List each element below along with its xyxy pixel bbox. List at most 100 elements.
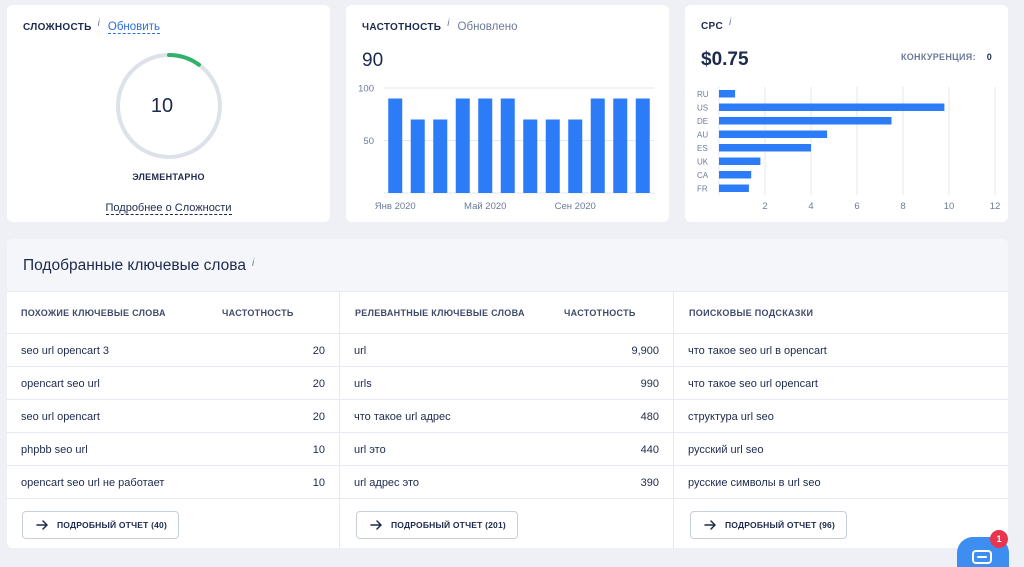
country-bar	[719, 90, 736, 98]
suggestions-header: ПОИСКОВЫЕ ПОДСКАЗКИ	[674, 292, 1008, 334]
table-row[interactable]: opencart seo url не работает 10	[7, 466, 339, 499]
table-row[interactable]: что такое seo url в opencart	[674, 334, 1008, 367]
gauge-arc	[167, 53, 201, 67]
keyword[interactable]: русские символы в url seo	[688, 477, 821, 489]
volume-bar	[455, 98, 470, 193]
table-row[interactable]: url адрес это 390	[340, 466, 673, 499]
volume-bar	[500, 98, 515, 193]
arrow-right-icon	[704, 520, 716, 530]
difficulty-info-icon[interactable]: i	[97, 18, 100, 29]
country-label: AU	[697, 130, 708, 139]
keywords-title-text: Подобранные ключевые слова	[23, 257, 246, 274]
country-label: DE	[697, 117, 708, 126]
keyword-volume: 9,900	[631, 345, 659, 357]
volume-chart: 100 50 Янв 2020 Май 2020 Сен 2020	[358, 84, 654, 212]
keyword[interactable]: seo url opencart 3	[21, 345, 110, 357]
table-row[interactable]: русский url seo	[674, 433, 1008, 466]
keyword[interactable]: seo url opencart	[21, 411, 100, 423]
difficulty-level-label: ЭЛЕМЕНТАРНО	[132, 172, 205, 182]
volume-header: ЧАСТОТНОСТЬ i Обновлено	[362, 18, 518, 33]
similar-keywords-column: ПОХОЖИЕ КЛЮЧЕВЫЕ СЛОВА ЧАСТОТНОСТЬ seo u…	[7, 292, 340, 548]
volume-bar	[523, 119, 538, 193]
keyword[interactable]: urls	[354, 378, 372, 390]
volume-status: Обновлено	[457, 21, 518, 33]
keywords-section: Подобранные ключевые слова i ПОХОЖИЕ КЛЮЧ…	[7, 239, 1008, 548]
related-keywords-heading: РЕЛЕВАНТНЫЕ КЛЮЧЕВЫЕ СЛОВА	[355, 308, 525, 318]
related-keywords-header: РЕЛЕВАНТНЫЕ КЛЮЧЕВЫЕ СЛОВА ЧАСТОТНОСТЬ	[340, 292, 673, 334]
keyword[interactable]: url	[354, 345, 367, 357]
similar-report-button[interactable]: ПОДРОБНЫЙ ОТЧЕТ (40)	[22, 511, 179, 539]
keyword[interactable]: что такое seo url в opencart	[688, 345, 827, 357]
keyword[interactable]: что такое seo url opencart	[688, 378, 818, 390]
cpc-card: 2 4 6 8 10 12 RU US DE AU ES UK CA FR CPC i $0.75 КОН…	[685, 5, 1008, 222]
volume-bar	[545, 119, 560, 193]
x-tick-label: Май 2020	[464, 201, 506, 212]
volume-bar	[590, 98, 605, 193]
difficulty-card: СЛОЖНОСТЬ i Обновить 10 ЭЛЕМЕНТАРНО Подр…	[7, 5, 330, 222]
keywords-info-icon[interactable]: i	[251, 258, 255, 269]
competition-value: 0	[986, 52, 992, 62]
table-row[interactable]: seo url opencart 3 20	[7, 334, 339, 367]
volume-bar	[478, 98, 493, 193]
table-row[interactable]: что такое url адрес 480	[340, 400, 673, 433]
keyword-volume: 990	[640, 378, 659, 390]
volume-bar	[433, 119, 448, 193]
keyword[interactable]: opencart seo url не работает	[21, 477, 165, 489]
volume-title: ЧАСТОТНОСТЬ	[362, 22, 442, 33]
keywords-title: Подобранные ключевые слова i	[23, 257, 254, 275]
country-label: ES	[697, 144, 708, 153]
country-label: FR	[697, 184, 708, 193]
volume-info-icon[interactable]: i	[447, 18, 450, 29]
cpc-title: CPC	[701, 21, 724, 32]
keyword[interactable]: phpbb seo url	[21, 444, 88, 456]
country-bar	[719, 171, 752, 179]
difficulty-details-link[interactable]: Подробнее о Сложности	[105, 202, 232, 215]
competition-label: КОНКУРЕНЦИЯ:	[900, 52, 976, 62]
arrow-right-icon	[36, 520, 48, 530]
table-row[interactable]: структура url seo	[674, 400, 1008, 433]
table-row[interactable]: phpbb seo url 10	[7, 433, 339, 466]
keyword[interactable]: url адрес это	[354, 477, 420, 489]
related-report-button[interactable]: ПОДРОБНЫЙ ОТЧЕТ (201)	[356, 511, 518, 539]
keyword-volume: 20	[312, 345, 325, 357]
difficulty-update-link[interactable]: Обновить	[107, 21, 160, 34]
volume-card: 100 50 Янв 2020 Май 2020 Сен 2020 ЧАСТОТНОСТ…	[346, 5, 669, 222]
keyword[interactable]: русский url seo	[688, 444, 764, 456]
table-row[interactable]: русские символы в url seo	[674, 466, 1008, 499]
keyword-volume: 20	[312, 378, 325, 390]
x-tick-label: 2	[762, 201, 767, 212]
table-row[interactable]: seo url opencart 20	[7, 400, 339, 433]
keyword[interactable]: что такое url адрес	[354, 411, 451, 423]
suggestions-report-button[interactable]: ПОДРОБНЫЙ ОТЧЕТ (96)	[690, 511, 847, 539]
table-row[interactable]: urls 990	[340, 367, 673, 400]
country-bar	[719, 144, 811, 152]
country-bar	[719, 130, 828, 138]
similar-keywords-header: ПОХОЖИЕ КЛЮЧЕВЫЕ СЛОВА ЧАСТОТНОСТЬ	[7, 292, 339, 334]
cpc-header: CPC i	[701, 17, 731, 32]
volume-bar	[613, 98, 628, 193]
x-tick-label: 10	[944, 201, 955, 212]
keyword[interactable]: opencart seo url	[21, 378, 100, 390]
keyword[interactable]: url это	[354, 444, 386, 456]
arrow-right-icon	[370, 520, 382, 530]
x-tick-label: Сен 2020	[555, 201, 596, 212]
related-volume-heading: ЧАСТОТНОСТЬ	[564, 308, 636, 318]
difficulty-title: СЛОЖНОСТЬ	[23, 22, 92, 33]
volume-bar	[635, 98, 650, 193]
chat-icon	[972, 550, 992, 564]
cpc-value: $0.75	[701, 49, 749, 70]
table-row[interactable]: url 9,900	[340, 334, 673, 367]
table-row[interactable]: что такое seo url opencart	[674, 367, 1008, 400]
difficulty-header: СЛОЖНОСТЬ i Обновить	[23, 18, 160, 34]
keyword-volume: 20	[312, 411, 325, 423]
country-bar	[719, 157, 761, 165]
keyword[interactable]: структура url seo	[688, 411, 774, 423]
x-tick-label: 6	[854, 201, 859, 212]
country-bar	[719, 117, 892, 125]
keywords-header: Подобранные ключевые слова i	[7, 239, 1008, 292]
table-row[interactable]: url это 440	[340, 433, 673, 466]
cpc-info-icon[interactable]: i	[729, 17, 732, 28]
chat-notification-badge: 1	[990, 530, 1008, 548]
difficulty-details-wrap: Подробнее о Сложности	[7, 198, 330, 216]
table-row[interactable]: opencart seo url 20	[7, 367, 339, 400]
